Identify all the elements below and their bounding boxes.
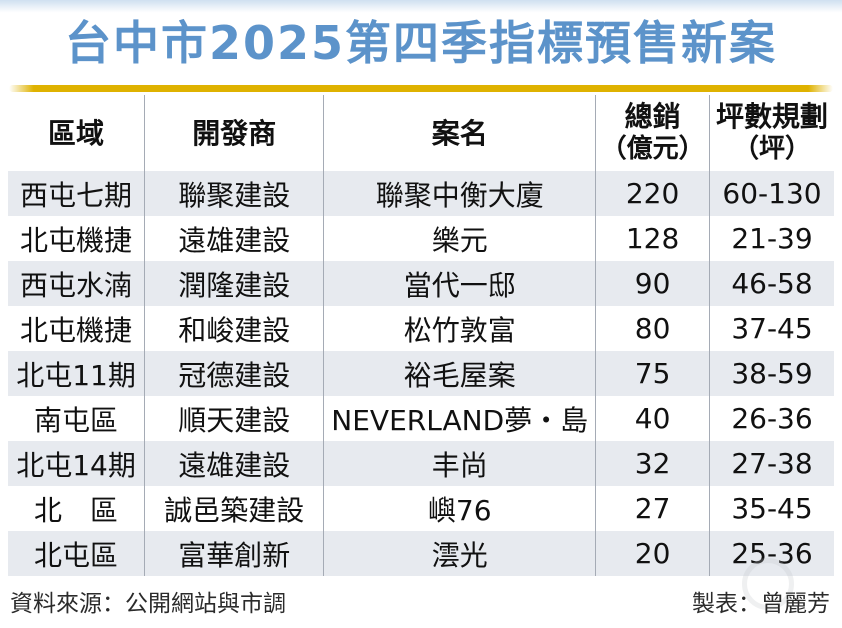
column-header-project: 案名 — [324, 95, 597, 171]
column-header-label: 案名 — [431, 116, 488, 150]
table-cell: 冠德建設 — [145, 351, 325, 396]
page-title: 台中市2025第四季指標預售新案 — [64, 16, 778, 70]
table-row: 北屯機捷 和峻建設 松竹敦富 80 37-45 — [8, 306, 834, 351]
table-cell: 丰尚 — [324, 441, 597, 486]
table-cell: 遠雄建設 — [145, 441, 325, 486]
table-cell: 80 — [596, 306, 711, 351]
table-cell: 遠雄建設 — [145, 216, 325, 261]
table-cell: 40 — [596, 396, 711, 441]
table-row: 北屯14期 遠雄建設 丰尚 32 27-38 — [8, 441, 834, 486]
table-cell: 38-59 — [710, 351, 834, 396]
table-row: 北屯11期 冠德建設 裕毛屋案 75 38-59 — [8, 351, 834, 396]
column-header-district: 區域 — [8, 95, 146, 171]
table-cell: 128 — [596, 216, 711, 261]
table-cell: 北屯機捷 — [8, 216, 146, 261]
table-row: 西屯水湳 潤隆建設 當代一邸 90 46-58 — [8, 261, 834, 306]
table-cell: 順天建設 — [145, 396, 325, 441]
column-header-total-sales: 總銷 （億元） — [596, 95, 711, 171]
column-header-label: 坪數規劃 — [716, 100, 829, 133]
table-cell: 澐光 — [324, 531, 597, 576]
table-cell: 北屯14期 — [8, 441, 146, 486]
column-header-label: 總銷 — [624, 100, 681, 133]
credit-note: 製表：曾麗芳 — [692, 591, 830, 617]
table-row: 北屯機捷 遠雄建設 樂元 128 21-39 — [8, 216, 834, 261]
table-cell: 27-38 — [710, 441, 834, 486]
table-cell: 樂元 — [324, 216, 597, 261]
table-cell: 46-58 — [710, 261, 834, 306]
table-cell: 26-36 — [731, 402, 813, 435]
table-cell: 20 — [596, 531, 711, 576]
table-cell: 潤隆建設 — [145, 261, 325, 306]
column-header-developer: 開發商 — [145, 95, 325, 171]
source-note: 資料來源：公開網站與市調 — [10, 591, 286, 617]
table-cell: 60-130 — [710, 171, 834, 216]
table-cell: 北屯區 — [8, 531, 146, 576]
table-row: 北 區誠邑築建設 嶼76 27 35-45 — [8, 486, 834, 531]
table-body: 西屯七期 聯聚建設 聯聚中衡大廈 220 60-130 北屯機捷 遠雄建設 樂元 128 21-3… — [8, 171, 834, 576]
table-cell: 嶼76 — [324, 486, 597, 531]
table-cell: 松竹敦富 — [324, 306, 597, 351]
table-cell: 西屯水湳 — [8, 261, 146, 306]
table-cell: 北 區 — [8, 486, 146, 531]
table-cell: 當代一邸 — [324, 261, 597, 306]
table-cell: 75 — [596, 351, 711, 396]
table-cell: 35-45 — [731, 492, 813, 525]
table-row: 南屯區 順天建設 NEVERLAND夢・島 40 26-36 — [8, 396, 834, 441]
table-cell: 南屯區 — [8, 396, 146, 441]
column-header-unit: （坪） — [733, 134, 812, 164]
table-cell: 32 — [596, 441, 711, 486]
column-header-label: 區域 — [48, 116, 105, 150]
table-cell: NEVERLAND夢・島 — [324, 396, 597, 441]
table-cell: 裕毛屋案 — [324, 351, 597, 396]
footer: 資料來源：公開網站與市調 製表：曾麗芳 — [10, 584, 830, 618]
column-header-label: 開發商 — [192, 116, 277, 150]
table-cell: 和峻建設 — [145, 306, 325, 351]
title-divider-rule — [9, 85, 833, 92]
table-cell: 誠邑築建設 — [145, 486, 325, 531]
table-cell: 25-36 — [710, 531, 834, 576]
table-cell: 富華創新 — [145, 531, 325, 576]
table-cell: 北屯11期 — [8, 351, 146, 396]
column-header-unit: （億元） — [600, 134, 705, 164]
table-row: 北屯區 富華創新 澐光 20 25-36 — [8, 531, 834, 576]
column-header-size-plan: 坪數規劃 （坪） — [710, 95, 834, 171]
table-cell: 聯聚中衡大廈 — [324, 171, 597, 216]
table-cell: 90 — [596, 261, 711, 306]
table-cell: 聯聚建設 — [145, 171, 325, 216]
table-cell: 21-39 — [731, 222, 813, 255]
table-row: 西屯七期 聯聚建設 聯聚中衡大廈 220 60-130 — [8, 171, 834, 216]
table-header-row: 區域 開發商 案名 總銷 （億元） 坪數規劃 （坪） — [8, 95, 834, 171]
table-cell: 北屯機捷 — [8, 306, 146, 351]
table-cell: 西屯七期 — [8, 171, 146, 216]
table-cell: 220 — [596, 171, 711, 216]
table-cell: 37-45 — [731, 312, 813, 345]
table-cell: 27 — [596, 486, 711, 531]
presale-projects-table: 區域 開發商 案名 總銷 （億元） 坪數規劃 （坪） 西屯七期 聯聚建設 聯聚中衡大… — [8, 95, 834, 576]
